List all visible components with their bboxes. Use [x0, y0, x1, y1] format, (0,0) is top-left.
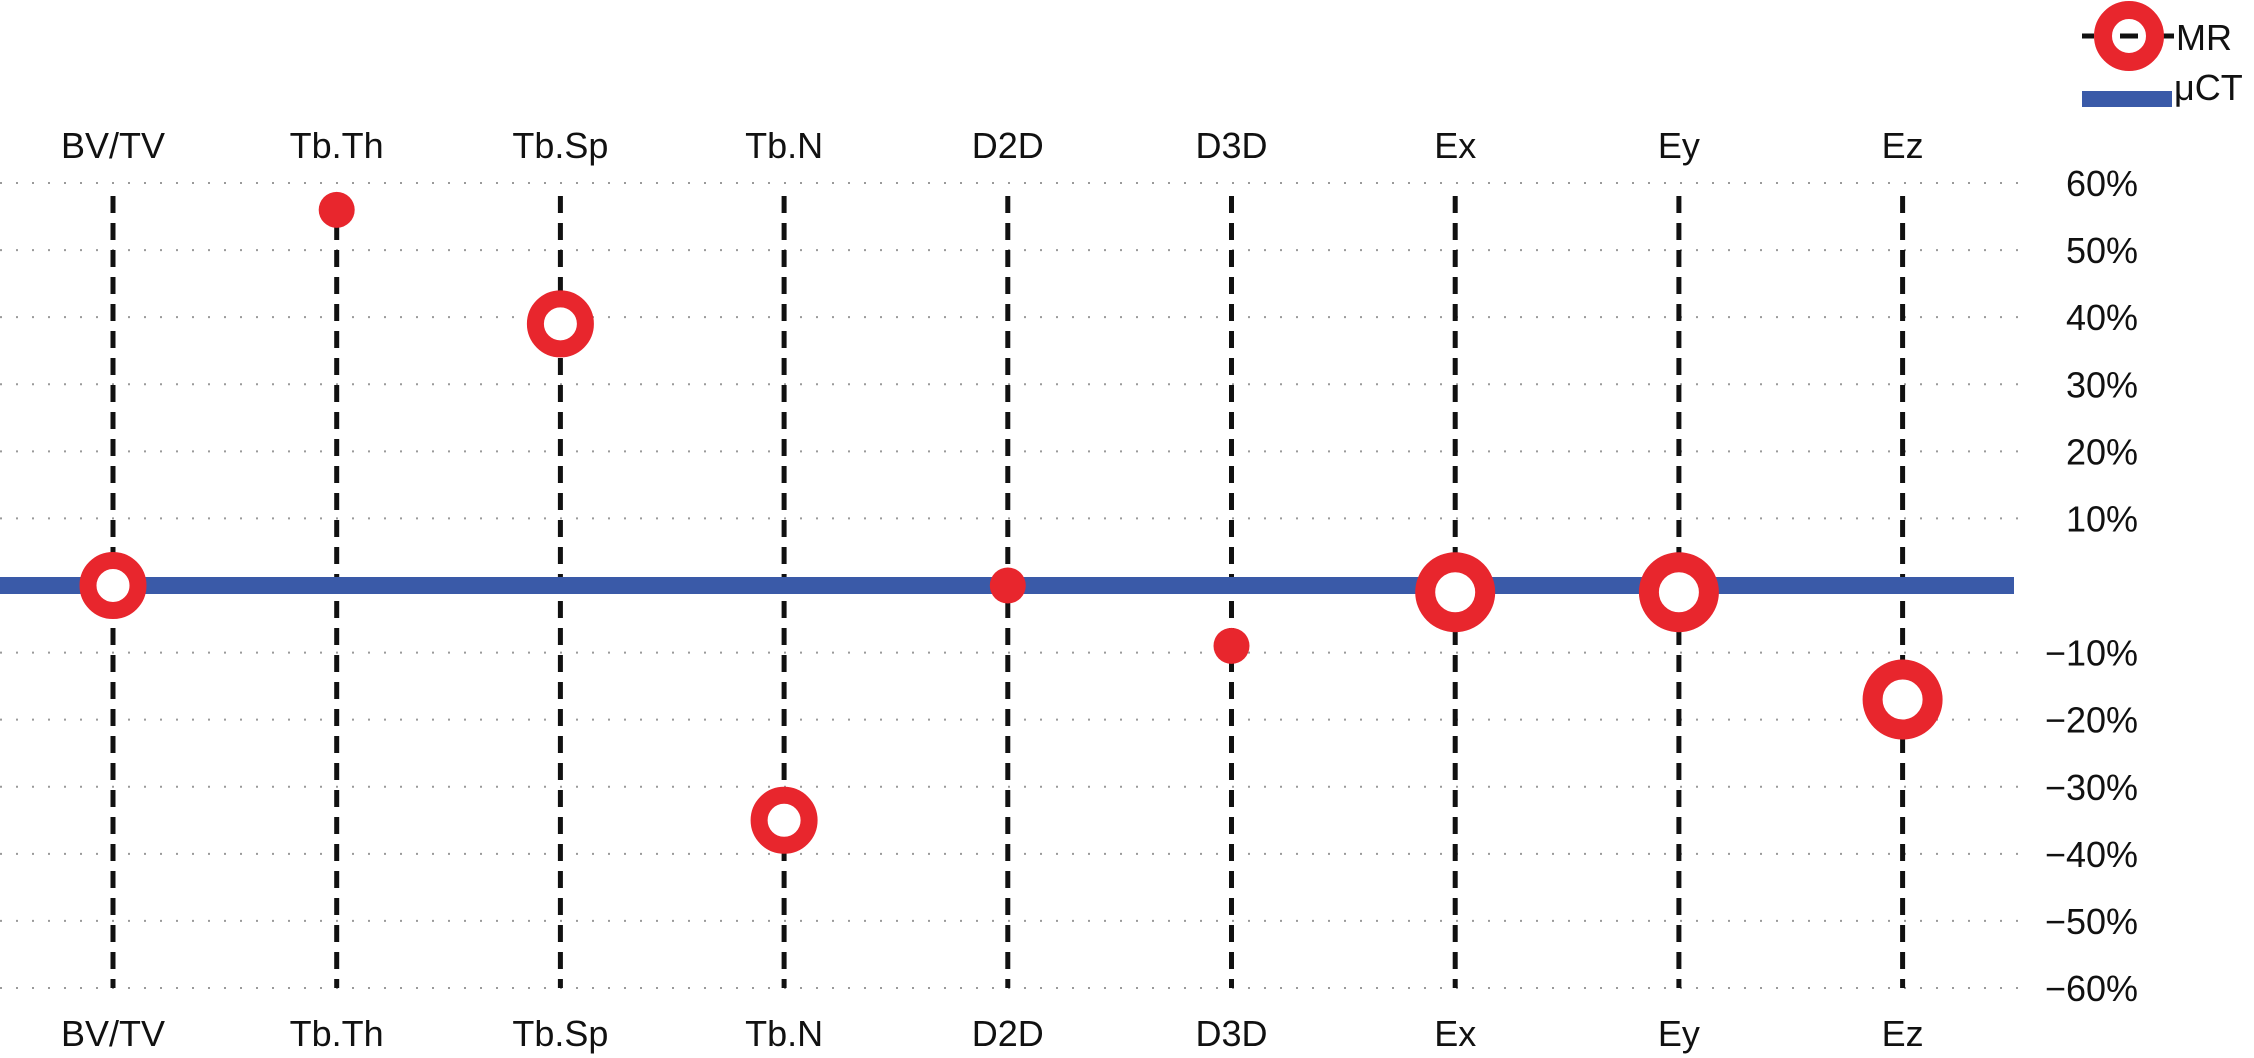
category-label-top: BV/TV [61, 125, 165, 166]
category-label-top: Tb.N [745, 125, 823, 166]
category-label-bottom: D3D [1195, 1013, 1267, 1054]
category-label-bottom: BV/TV [61, 1013, 165, 1054]
y-tick-label: −40% [2045, 834, 2138, 875]
y-tick-label: −10% [2045, 633, 2138, 674]
category-label-top: Ex [1434, 125, 1476, 166]
category-lines [110, 196, 1906, 988]
mr-marker [989, 567, 1026, 604]
y-tick-label: −20% [2045, 700, 2138, 741]
y-tick-label: 30% [2066, 364, 2138, 405]
category-label-bottom: Tb.Sp [512, 1013, 608, 1054]
category-labels: BV/TV BV/TV Tb.Th Tb.Th Tb.Sp Tb.Sp Tb.N Tb.N D2… [61, 125, 1924, 1054]
legend-mr-label: MR [2176, 17, 2232, 58]
mr-marker [1862, 659, 1943, 740]
mr-marker [526, 290, 594, 358]
y-tick-label: 40% [2066, 297, 2138, 338]
y-tick-label: 20% [2066, 431, 2138, 472]
category-label-top: Tb.Th [290, 125, 384, 166]
legend-uct-label: μCT [2174, 67, 2243, 108]
mr-marker [750, 786, 818, 854]
mr-marker [1638, 552, 1719, 633]
legend: MR μCT [2082, 1, 2243, 108]
y-tick-label: −30% [2045, 767, 2138, 808]
mr-marker [79, 552, 147, 619]
y-axis: 60% 50% 40% 30% 20% 10% −10% −20% −30% −40% −50% −6… [2045, 163, 2138, 1009]
mr-marker [1415, 552, 1496, 633]
category-label-top: D2D [972, 125, 1044, 166]
category-label-bottom: D2D [972, 1013, 1044, 1054]
mr-marker [1213, 627, 1250, 664]
category-label-top: D3D [1195, 125, 1267, 166]
y-tick-label: 10% [2066, 498, 2138, 539]
category-label-top: Ez [1882, 125, 1924, 166]
marker-layer [79, 191, 1943, 854]
category-label-top: Ey [1658, 125, 1700, 166]
category-label-bottom: Ey [1658, 1013, 1700, 1054]
y-tick-label: −50% [2045, 901, 2138, 942]
y-tick-label: −60% [2045, 968, 2138, 1009]
y-tick-label: 60% [2066, 163, 2138, 204]
y-tick-label: 50% [2066, 230, 2138, 271]
category-label-bottom: Ex [1434, 1013, 1476, 1054]
category-label-top: Tb.Sp [512, 125, 608, 166]
category-label-bottom: Tb.N [745, 1013, 823, 1054]
category-label-bottom: Tb.Th [290, 1013, 384, 1054]
category-label-bottom: Ez [1882, 1013, 1924, 1054]
mr-marker [318, 191, 355, 228]
